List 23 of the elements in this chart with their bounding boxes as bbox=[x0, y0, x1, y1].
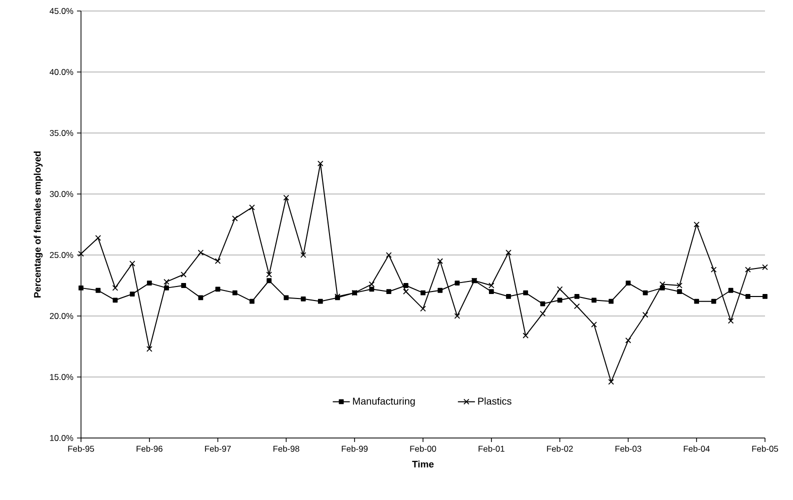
y-tick-label: 20.0% bbox=[50, 313, 74, 319]
x-tick-label: Feb-05 bbox=[752, 446, 778, 452]
x-axis-title: Time bbox=[412, 460, 434, 468]
x-tick-label: Feb-03 bbox=[615, 446, 642, 452]
x-tick-label: Feb-99 bbox=[342, 446, 368, 452]
y-tick-label: 45.0% bbox=[50, 8, 74, 14]
y-tick-label: 10.0% bbox=[50, 435, 74, 441]
y-tick-label: 30.0% bbox=[50, 191, 74, 197]
x-tick-label: Feb-00 bbox=[410, 446, 436, 452]
legend-label: Plastics bbox=[478, 397, 512, 405]
y-axis-title: Percentage of females employed bbox=[34, 152, 43, 298]
x-tick-label: Feb-02 bbox=[547, 446, 573, 452]
x-tick-label: Feb-95 bbox=[68, 446, 94, 452]
y-tick-label: 35.0% bbox=[50, 130, 74, 136]
x-tick-label: Feb-96 bbox=[136, 446, 162, 452]
x-tick-label: Feb-01 bbox=[478, 446, 504, 452]
y-tick-label: 15.0% bbox=[50, 374, 74, 380]
legend-label: Manufacturing bbox=[353, 397, 415, 407]
y-tick-label: 25.0% bbox=[50, 252, 74, 258]
x-tick-label: Feb-97 bbox=[205, 446, 231, 452]
x-tick-label: Feb-98 bbox=[273, 446, 300, 452]
y-tick-label: 40.0% bbox=[50, 69, 74, 75]
x-tick-label: Feb-04 bbox=[684, 446, 710, 452]
